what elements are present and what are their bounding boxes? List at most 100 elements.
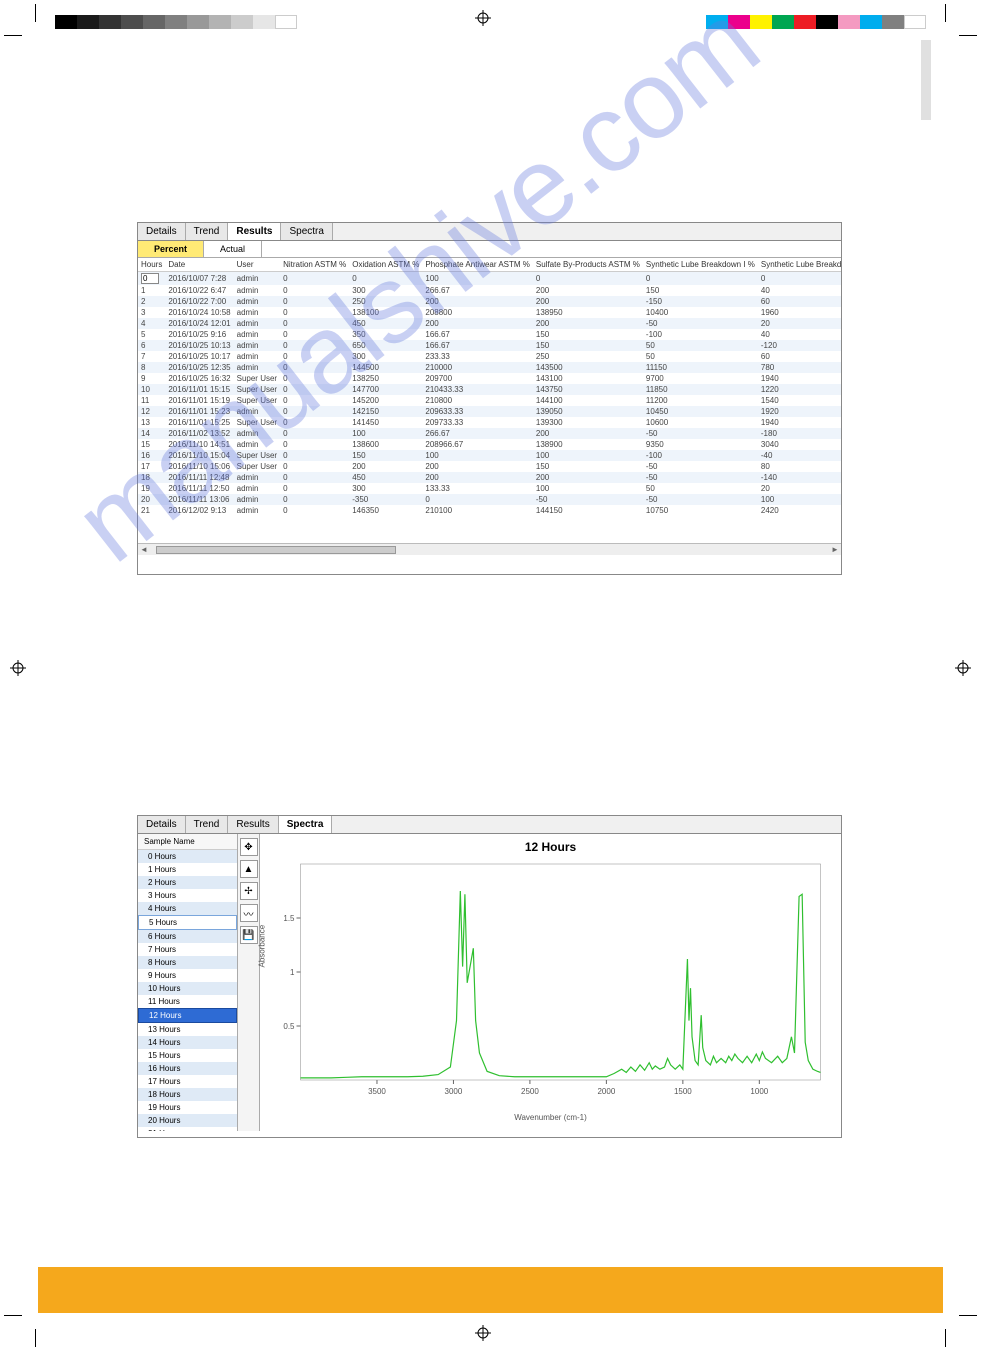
table-cell: 200 [422,472,533,483]
table-cell: Super User [234,384,280,395]
sample-item[interactable]: 19 Hours [138,1101,237,1114]
column-header[interactable]: Date [165,258,233,272]
table-cell: 0 [280,406,349,417]
scroll-left-icon[interactable]: ◄ [138,545,150,554]
table-row[interactable]: 202016/11/11 13:06admin0-3500-50-50100 [138,494,841,505]
sample-item[interactable]: 0 Hours [138,850,237,863]
table-cell: admin [234,318,280,329]
table-row[interactable]: 22016/10/22 7:00admin0250200200-15060 [138,296,841,307]
tab-details[interactable]: Details [138,223,186,240]
sample-item[interactable]: 21 Hours [138,1127,237,1131]
tab-details[interactable]: Details [138,816,186,833]
table-cell: 1940 [758,417,841,428]
eject-tool-icon[interactable]: ▲ [240,860,258,878]
table-row[interactable]: 42016/10/24 12:01admin0450200200-5020 [138,318,841,329]
svg-text:0.5: 0.5 [283,1022,295,1031]
sample-item[interactable]: 20 Hours [138,1114,237,1127]
table-row[interactable]: 172016/11/10 15:06Super User0200200150-5… [138,461,841,472]
table-row[interactable]: 182016/11/11 12:48admin0450200200-50-140 [138,472,841,483]
tab-results[interactable]: Results [228,223,281,240]
table-cell: 40 [758,285,841,296]
sample-item[interactable]: 14 Hours [138,1036,237,1049]
scroll-right-icon[interactable]: ► [829,545,841,554]
table-cell: -50 [533,494,643,505]
horizontal-scrollbar[interactable]: ◄ ► [138,543,841,555]
pan-tool-icon[interactable]: ✢ [240,882,258,900]
table-row[interactable]: 132016/11/01 15:25Super User014145020973… [138,417,841,428]
sample-item[interactable]: 10 Hours [138,982,237,995]
table-cell: 133.33 [422,483,533,494]
table-row[interactable]: 212016/12/02 9:13admin014635021010014415… [138,505,841,516]
sample-item[interactable]: 16 Hours [138,1062,237,1075]
table-row[interactable]: 192016/11/11 12:50admin0300133.331005020 [138,483,841,494]
sample-item[interactable]: 3 Hours [138,889,237,902]
tab-spectra[interactable]: Spectra [279,816,333,833]
sample-item[interactable]: 1 Hours [138,863,237,876]
column-header[interactable]: User [234,258,280,272]
table-cell: 200 [422,296,533,307]
table-row[interactable]: 72016/10/25 10:17admin0300233.332505060 [138,351,841,362]
tab-trend[interactable]: Trend [186,223,229,240]
hours-input[interactable] [141,273,159,284]
sample-item[interactable]: 6 Hours [138,930,237,943]
table-row[interactable]: 82016/10/25 12:35admin014450021000014350… [138,362,841,373]
tab-spectra[interactable]: Spectra [281,223,332,240]
results-table: HoursDateUserNitration ASTM %Oxidation A… [138,258,841,516]
tab-results[interactable]: Results [228,816,278,833]
table-cell: 0 [280,384,349,395]
column-header[interactable]: Hours [138,258,165,272]
sample-item[interactable]: 13 Hours [138,1023,237,1036]
subtab-percent[interactable]: Percent [138,241,204,257]
table-body: 2016/10/07 7:28admin0010000012016/10/22 … [138,272,841,517]
save-tool-icon[interactable]: 💾 [240,926,258,944]
table-row[interactable]: 12016/10/22 6:47admin0300266.6720015040 [138,285,841,296]
scroll-thumb[interactable] [156,546,396,554]
table-cell: 1960 [758,307,841,318]
sample-item[interactable]: 12 Hours [138,1008,237,1023]
spectra-body: Sample Name 0 Hours1 Hours2 Hours3 Hours… [138,834,841,1131]
table-cell: 6 [138,340,165,351]
table-row[interactable]: 102016/11/01 15:15Super User014770021043… [138,384,841,395]
table-row[interactable]: 52016/10/25 9:16admin0350166.67150-10040 [138,329,841,340]
table-row[interactable]: 162016/11/10 15:04Super User0150100100-1… [138,450,841,461]
table-cell: admin [234,329,280,340]
column-header[interactable]: Synthetic Lube Breakdown I % [643,258,758,272]
table-row[interactable]: 32016/10/24 10:58admin013810020880013895… [138,307,841,318]
column-header[interactable]: Phosphate Antiwear ASTM % [422,258,533,272]
tab-trend[interactable]: Trend [186,816,229,833]
table-cell: 4 [138,318,165,329]
column-header[interactable]: Synthetic Lube Breakdown II % [758,258,841,272]
table-row[interactable]: 152016/11/10 14:51admin0138600208966.671… [138,439,841,450]
table-cell: 100 [349,428,422,439]
registration-mark-icon [955,660,971,676]
sample-item[interactable]: 8 Hours [138,956,237,969]
table-row[interactable]: 92016/10/25 16:32Super User0138250209700… [138,373,841,384]
sample-item[interactable]: 2 Hours [138,876,237,889]
move-tool-icon[interactable]: ✥ [240,838,258,856]
column-header[interactable]: Sulfate By-Products ASTM % [533,258,643,272]
table-cell: 2016/11/01 15:25 [165,417,233,428]
table-row[interactable]: 62016/10/25 10:13admin0650166.6715050-12… [138,340,841,351]
table-row[interactable]: 2016/10/07 7:28admin00100000 [138,272,841,286]
table-row[interactable]: 142016/11/02 13:52admin0100266.67200-50-… [138,428,841,439]
subtab-actual[interactable]: Actual [204,241,262,257]
sample-item[interactable]: 11 Hours [138,995,237,1008]
table-row[interactable]: 122016/11/01 15:23admin0142150209633.331… [138,406,841,417]
table-cell: 20 [758,483,841,494]
table-cell: 0 [280,296,349,307]
sample-item[interactable]: 15 Hours [138,1049,237,1062]
column-header[interactable]: Nitration ASTM % [280,258,349,272]
zoom-tool-icon[interactable]: 〰 [240,904,258,922]
sample-item[interactable]: 9 Hours [138,969,237,982]
table-cell: 9700 [643,373,758,384]
column-header[interactable]: Oxidation ASTM % [349,258,422,272]
sample-item[interactable]: 7 Hours [138,943,237,956]
sample-item[interactable]: 17 Hours [138,1075,237,1088]
sample-item[interactable]: 4 Hours [138,902,237,915]
table-row[interactable]: 112016/11/01 15:19Super User014520021080… [138,395,841,406]
table-cell: 266.67 [422,428,533,439]
table-cell: 0 [280,461,349,472]
sample-item[interactable]: 18 Hours [138,1088,237,1101]
sample-item[interactable]: 5 Hours [138,915,237,930]
table-cell: 80 [758,461,841,472]
